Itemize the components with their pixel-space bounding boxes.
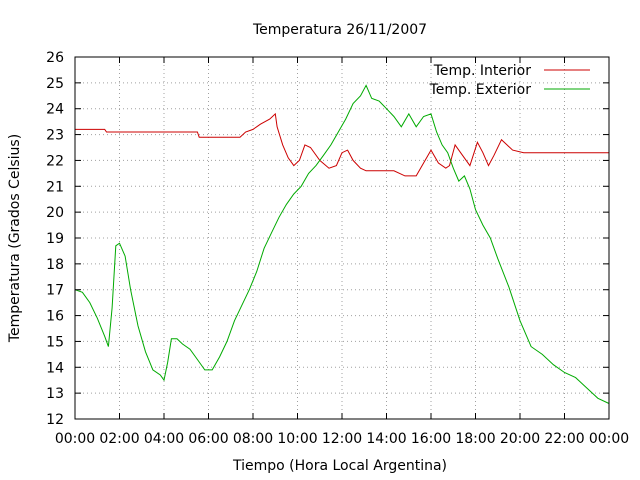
x-tick-label: 16:00 [411, 431, 451, 447]
legend-label-temp-exterior: Temp. Exterior [429, 82, 532, 98]
x-tick-label: 08:00 [233, 431, 273, 447]
x-tick-label: 20:00 [500, 431, 540, 447]
y-tick-label: 12 [46, 412, 64, 428]
x-tick-label: 14:00 [366, 431, 406, 447]
y-tick-label: 17 [46, 283, 64, 299]
y-tick-label: 26 [46, 50, 64, 66]
y-tick-label: 24 [46, 102, 64, 118]
y-tick-label: 16 [46, 309, 64, 325]
legend: Temp. Interior Temp. Exterior [429, 63, 590, 98]
x-tick-label: 02:00 [99, 431, 139, 447]
x-tick-label: 00:00 [55, 431, 95, 447]
x-tick-label: 00:00 [589, 431, 629, 447]
series-layer [74, 84, 610, 404]
y-tick-label: 19 [46, 231, 64, 247]
y-tick-label: 22 [46, 153, 64, 169]
y-tick-label: 18 [46, 257, 64, 273]
x-tick-label: 06:00 [188, 431, 228, 447]
y-tick-label: 15 [46, 334, 64, 350]
chart-title: Temperatura 26/11/2007 [252, 22, 427, 38]
y-tick-label: 14 [46, 360, 64, 376]
series-line-temp-exterior [74, 84, 610, 404]
y-tick-label: 25 [46, 76, 64, 92]
x-tick-label: 22:00 [544, 431, 584, 447]
ticks: 00:00 02:00 04:00 06:00 08:00 10:00 12:00 14:00… [46, 50, 629, 447]
x-tick-label: 10:00 [277, 431, 317, 447]
x-tick-label: 18:00 [455, 431, 495, 447]
grid [75, 57, 609, 419]
y-tick-label: 20 [46, 205, 64, 221]
series-line-temp-interior [75, 112, 609, 177]
x-tick-label: 04:00 [144, 431, 184, 447]
x-tick-label: 12:00 [322, 431, 362, 447]
y-tick-label: 21 [46, 179, 64, 195]
y-tick-label: 13 [46, 386, 64, 402]
legend-label-temp-interior: Temp. Interior [433, 63, 532, 79]
x-axis-label: Tiempo (Hora Local Argentina) [232, 458, 447, 474]
y-tick-label: 23 [46, 128, 64, 144]
y-axis-label: Temperatura (Grados Celsius) [7, 134, 23, 343]
